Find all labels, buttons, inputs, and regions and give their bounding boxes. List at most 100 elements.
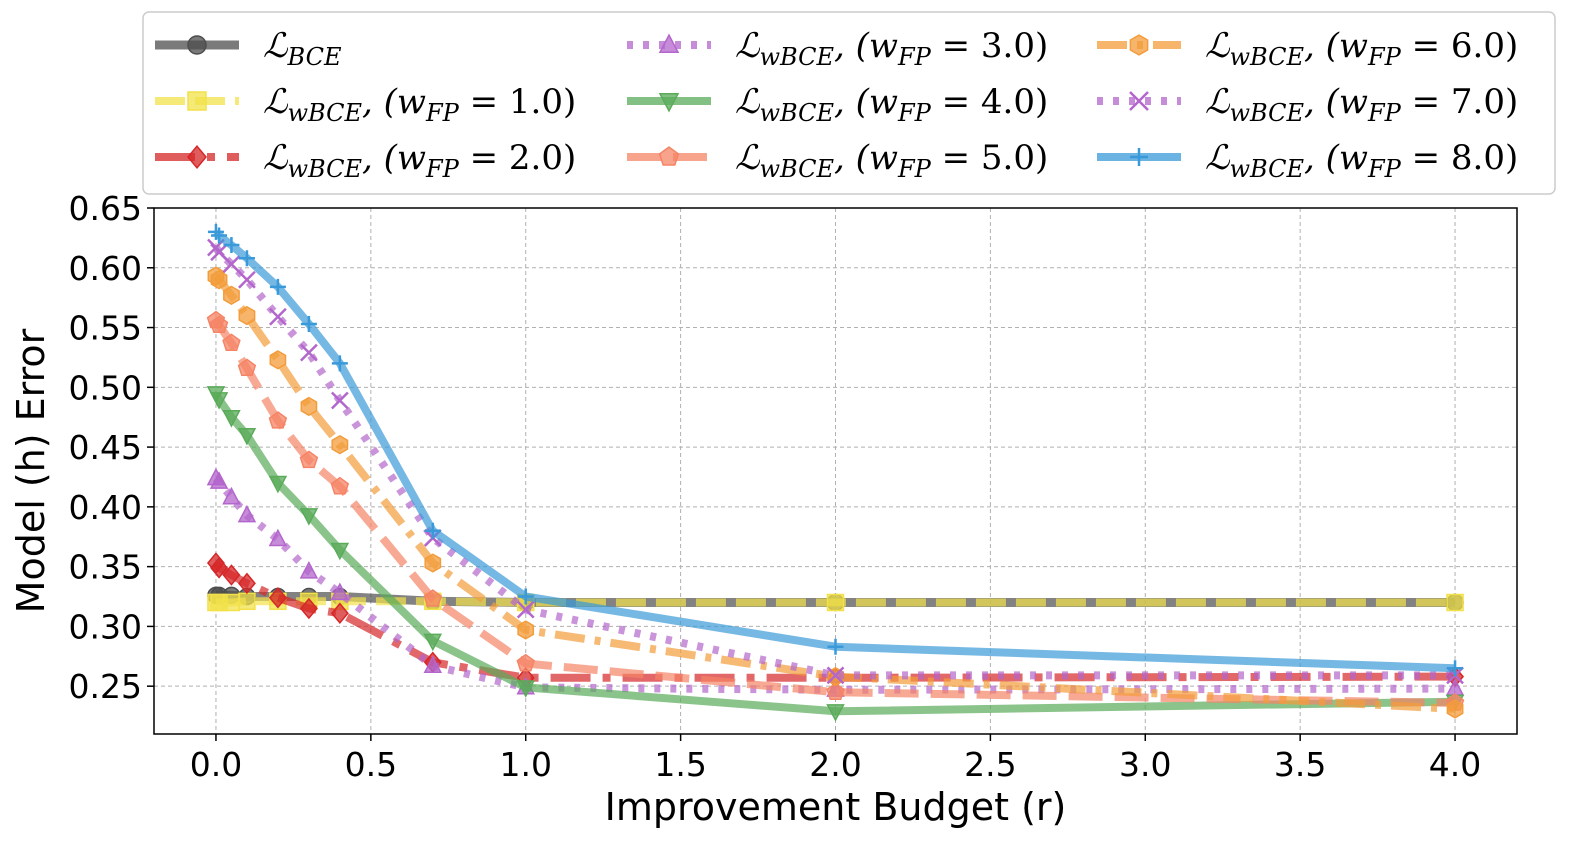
data-point-pentagon — [268, 411, 288, 429]
legend-label: ℒwBCE, (wFP = 8.0) — [1205, 138, 1518, 183]
legend-item: ℒwBCE, (wFP = 4.0) — [627, 82, 1048, 127]
x-tick-label: 1.0 — [499, 745, 551, 784]
data-point-pentagon — [516, 653, 535, 672]
data-point-hexagon — [269, 350, 287, 370]
data-point-square — [1446, 593, 1464, 612]
legend-label: ℒwBCE, (wFP = 7.0) — [1205, 82, 1518, 127]
data-point-pentagon — [299, 450, 319, 469]
data-point-hexagon — [1446, 699, 1464, 719]
data-point-diamond — [299, 597, 318, 620]
data-point-triangle-up — [237, 504, 257, 523]
data-point-pentagon — [658, 146, 680, 166]
legend-item: ℒwBCE, (wFP = 1.0) — [155, 82, 576, 127]
data-point-x — [269, 307, 287, 326]
series-8 — [207, 223, 1464, 677]
data-point-square — [222, 593, 241, 612]
data-point-plus — [827, 638, 844, 655]
data-point-x — [300, 343, 318, 362]
data-point-hexagon — [300, 396, 318, 417]
data-point-plus — [1447, 660, 1464, 677]
data-point-hexagon — [331, 435, 349, 455]
legend-item: ℒwBCE, (wFP = 7.0) — [1097, 82, 1518, 127]
data-point-square — [187, 91, 207, 111]
data-point-triangle-down — [268, 475, 288, 494]
ticks: 0.0 0.5 1.0 1.5 2.0 2.5 3.0 3.5 4.0 0.25 0.30 0.35 0… — [69, 189, 1482, 784]
legend-label: ℒBCE — [263, 26, 342, 71]
data-point-diamond — [210, 557, 229, 579]
data-point-x — [826, 666, 845, 685]
data-point-triangle-down — [209, 392, 229, 410]
y-axis-title: Model (h) Error — [9, 328, 53, 613]
data-point-pentagon — [330, 476, 350, 495]
data-point-plus — [269, 278, 286, 295]
data-point-x — [516, 600, 535, 619]
x-tick-label: 4.0 — [1429, 745, 1481, 784]
data-point-x — [1129, 91, 1149, 111]
data-point-pentagon — [423, 589, 443, 607]
data-point-triangle-down — [516, 680, 535, 698]
grid — [154, 207, 1517, 734]
y-tick-label: 0.35 — [69, 548, 142, 587]
series-2 — [206, 552, 1465, 689]
x-tick-label: 3.0 — [1119, 745, 1171, 784]
x-tick-label: 3.5 — [1274, 745, 1326, 784]
legend-item: ℒwBCE, (wFP = 3.0) — [627, 26, 1048, 71]
y-tick-label: 0.55 — [69, 309, 142, 348]
series-3 — [206, 467, 1465, 697]
x-tick-label: 0.5 — [345, 745, 397, 784]
data-point-hexagon — [424, 553, 442, 573]
data-point-pentagon — [209, 315, 229, 334]
legend: ℒBCE ℒwBCE, (wFP = 1.0) ℒwBCE, (wFP = 2.0)… — [142, 11, 1556, 195]
data-point-triangle-up — [658, 33, 680, 53]
y-tick-label: 0.25 — [69, 667, 142, 706]
data-point-triangle-up — [299, 561, 319, 579]
data-point-triangle-up — [209, 471, 229, 489]
data-point-circle — [187, 35, 207, 55]
data-point-plus — [207, 223, 224, 240]
data-point-diamond — [237, 572, 256, 595]
data-point-pentagon — [237, 358, 257, 377]
data-point-triangle-up — [222, 486, 241, 505]
y-tick-label: 0.30 — [69, 607, 142, 646]
data-point-x — [330, 391, 349, 410]
data-point-pentagon — [826, 682, 845, 701]
legend-box — [142, 11, 1556, 195]
data-point-hexagon — [517, 620, 535, 640]
data-point-triangle-down — [330, 542, 350, 561]
data-point-square — [238, 592, 256, 611]
data-point-plus — [300, 315, 317, 332]
legend-label: ℒwBCE, (wFP = 5.0) — [735, 138, 1048, 183]
legend-label: ℒwBCE, (wFP = 1.0) — [263, 82, 576, 127]
data-point-triangle-down — [423, 633, 443, 652]
data-point-diamond — [222, 564, 241, 586]
legend-item: ℒwBCE, (wFP = 6.0) — [1097, 26, 1518, 71]
y-tick-label: 0.60 — [69, 249, 142, 288]
series-7 — [207, 238, 1464, 685]
data-point-triangle-down — [299, 508, 319, 526]
x-tick-label: 0.0 — [190, 745, 242, 784]
data-point-triangle-up — [423, 655, 443, 674]
x-tick-label: 2.5 — [964, 745, 1016, 784]
data-point-triangle-down — [237, 427, 257, 446]
data-point-triangle-up — [268, 528, 288, 547]
series-layer — [206, 223, 1465, 722]
data-point-x — [238, 270, 256, 289]
data-point-diamond — [187, 145, 207, 169]
legend-label: ℒwBCE, (wFP = 3.0) — [735, 26, 1048, 71]
legend-item: ℒwBCE, (wFP = 5.0) — [627, 138, 1048, 183]
data-point-plus — [424, 522, 441, 539]
data-point-plus — [517, 588, 534, 605]
data-point-hexagon — [223, 285, 240, 305]
data-point-plus — [1130, 148, 1148, 166]
data-point-triangle-down — [826, 704, 845, 722]
data-point-hexagon — [210, 270, 228, 290]
data-point-hexagon — [1129, 34, 1149, 56]
legend-item: ℒwBCE, (wFP = 8.0) — [1097, 138, 1518, 183]
legend-label: ℒwBCE, (wFP = 6.0) — [1205, 26, 1518, 71]
legend-item: ℒwBCE, (wFP = 2.0) — [155, 138, 576, 183]
data-point-square — [826, 593, 845, 612]
legend-label: ℒwBCE, (wFP = 2.0) — [263, 138, 576, 183]
data-point-diamond — [330, 602, 349, 625]
y-tick-label: 0.45 — [69, 428, 142, 467]
